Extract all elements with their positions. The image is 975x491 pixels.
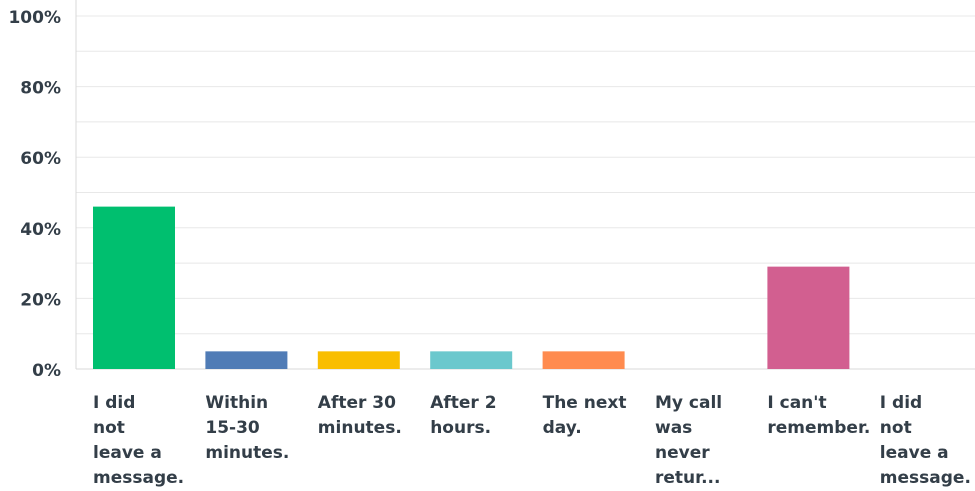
x-tick-label: I did not leave a message.: [880, 393, 971, 488]
y-tick-label: 60%: [20, 149, 61, 169]
bar: [317, 351, 400, 369]
x-tick-label: The next day.: [543, 393, 627, 438]
x-tick-label: Within 15-30 minutes.: [205, 393, 289, 463]
bar: [430, 351, 513, 369]
bar: [542, 351, 625, 369]
x-tick-label: I did not leave a message.: [93, 393, 184, 488]
bar: [93, 206, 175, 369]
x-tick-label: I can't remember.: [767, 393, 870, 438]
y-tick-label: 0%: [32, 361, 61, 381]
x-tick-label: My call was never retur...: [655, 393, 722, 488]
y-tick-label: 20%: [20, 290, 61, 310]
bar: [767, 266, 850, 369]
y-tick-label: 100%: [8, 8, 61, 28]
bar: [205, 351, 288, 369]
y-tick-label: 80%: [20, 79, 61, 99]
y-tick-label: 40%: [20, 220, 61, 240]
x-tick-label: After 2 hours.: [430, 393, 496, 438]
x-tick-label: After 30 minutes.: [318, 393, 402, 438]
